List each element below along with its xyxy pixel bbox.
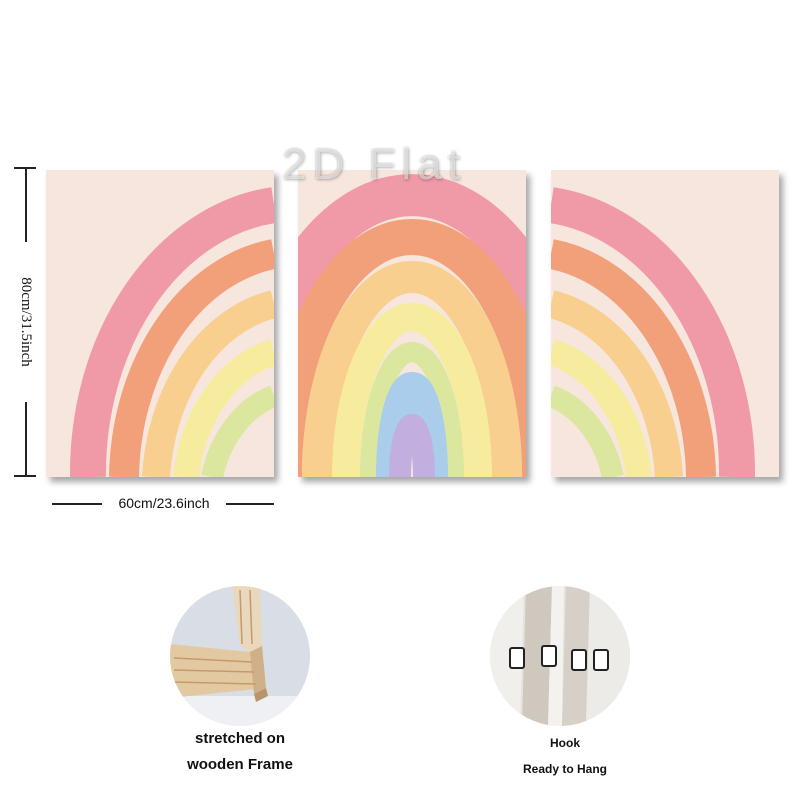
width-dimension-line-left [52,503,102,505]
hook-caption-line2: Ready to Hang [522,762,607,776]
width-dimension-label: 60cm/23.6inch [118,495,210,511]
canvas-panel-middle [298,170,526,477]
height-dimension-cap-bottom [14,475,36,477]
frame-caption-line2: wooden Frame [187,756,293,773]
hook-caption-line1: Hook [550,736,580,750]
frame-caption-line1: stretched on [194,730,285,747]
wooden-frame-photo [170,586,310,726]
height-dimension-cap-top [14,167,36,169]
rainbow-middle-art [298,170,526,477]
canvas-panel-left [46,170,274,477]
rainbow-left-art [46,170,274,477]
canvas-panel-right [551,170,779,477]
hook-photo [490,586,630,726]
rainbow-right-art [551,170,779,477]
width-dimension-line-right [226,503,274,505]
watermark-text: 2D Flat [282,140,466,189]
height-dimension-label: 80cm/31.5inch [13,242,39,402]
